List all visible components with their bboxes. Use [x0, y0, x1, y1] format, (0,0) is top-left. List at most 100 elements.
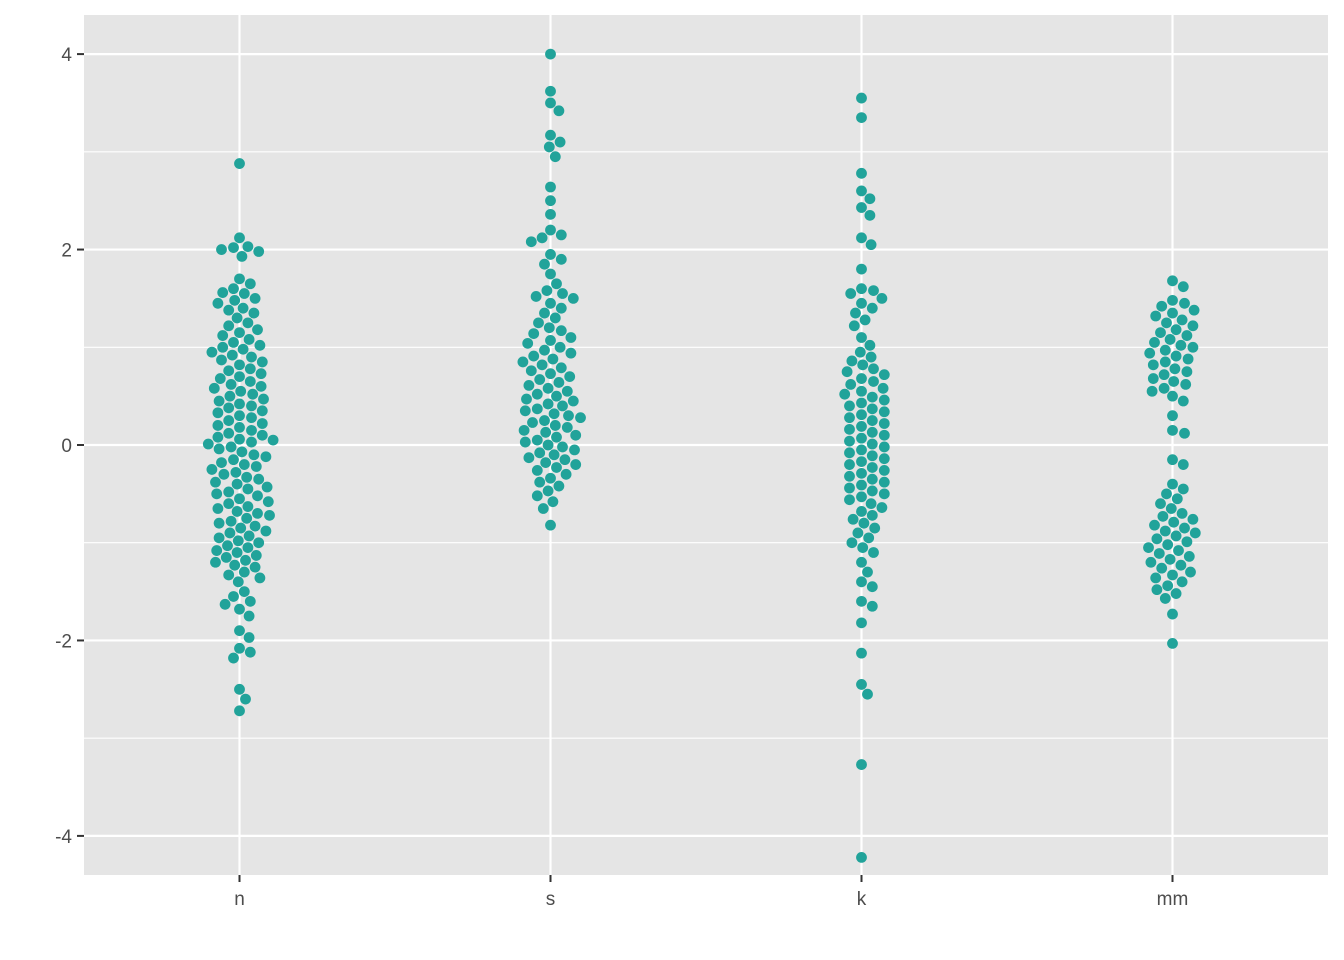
data-point-s: [561, 385, 573, 397]
data-point-k: [857, 359, 869, 371]
data-point-k: [856, 373, 867, 384]
y-tick-label: 0: [61, 436, 72, 457]
data-point-k: [863, 532, 875, 544]
data-point-mm: [1167, 294, 1178, 306]
data-point-s: [530, 291, 542, 302]
data-point-k: [878, 429, 890, 441]
data-point-s: [521, 393, 532, 405]
data-point-s: [519, 405, 531, 417]
data-point-n: [213, 517, 225, 529]
data-point-mm: [1164, 334, 1176, 345]
data-point-k: [866, 473, 878, 485]
data-point-n: [223, 569, 235, 581]
data-point-s: [525, 365, 537, 377]
data-point-s: [531, 388, 543, 400]
data-point-n: [228, 454, 239, 466]
data-point-mm: [1155, 498, 1166, 510]
data-point-s: [553, 480, 565, 492]
data-point-n: [234, 359, 245, 371]
data-point-k: [856, 576, 867, 588]
data-point-n: [248, 307, 260, 319]
x-tick-label: n: [234, 889, 245, 910]
data-point-n: [216, 457, 227, 468]
data-point-mm: [1167, 478, 1178, 490]
data-point-n: [234, 410, 245, 422]
data-point-k: [878, 394, 890, 406]
data-point-mm: [1144, 347, 1156, 359]
data-point-k: [844, 482, 855, 494]
data-point-k: [866, 581, 878, 593]
data-point-mm: [1150, 310, 1162, 322]
data-point-s: [534, 447, 546, 459]
data-point-n: [254, 339, 266, 351]
data-point-mm: [1161, 488, 1172, 500]
data-point-k: [844, 435, 855, 447]
data-point-mm: [1149, 336, 1160, 348]
data-point-n: [234, 371, 245, 382]
data-point-n: [236, 250, 248, 262]
data-point-n: [216, 354, 227, 366]
data-point-n: [217, 341, 229, 353]
data-point-k: [844, 447, 855, 459]
data-point-k: [868, 376, 879, 387]
data-point-n: [211, 545, 223, 556]
data-point-n: [223, 304, 235, 316]
data-point-mm: [1162, 580, 1174, 592]
data-point-n: [238, 586, 250, 597]
data-point-n: [242, 241, 254, 253]
data-point-k: [878, 418, 890, 429]
data-point-n: [234, 433, 245, 445]
data-point-s: [545, 519, 556, 531]
data-point-s: [517, 356, 529, 368]
data-point-mm: [1167, 390, 1178, 402]
data-point-s: [553, 105, 565, 117]
data-point-s: [531, 434, 543, 446]
data-point-mm: [1147, 373, 1159, 384]
data-point-mm: [1179, 297, 1190, 309]
data-point-k: [856, 556, 867, 568]
data-point-n: [213, 443, 225, 455]
data-point-k: [844, 423, 855, 435]
data-point-mm: [1159, 356, 1171, 368]
data-point-n: [234, 603, 245, 615]
data-point-s: [557, 400, 568, 412]
data-point-s: [533, 317, 544, 329]
data-point-s: [545, 129, 556, 141]
data-point-mm: [1168, 376, 1180, 387]
data-point-n: [212, 431, 224, 443]
data-point-s: [553, 377, 565, 388]
data-point-n: [231, 478, 243, 490]
data-point-k: [866, 509, 878, 521]
data-point-k: [845, 288, 857, 299]
data-point-n: [231, 506, 243, 517]
data-point-mm: [1176, 576, 1188, 588]
data-point-n: [237, 343, 249, 355]
data-point-k: [865, 498, 877, 510]
data-point-s: [545, 297, 556, 309]
data-point-k: [856, 506, 867, 517]
data-point-mm: [1175, 339, 1187, 351]
data-point-n: [244, 595, 256, 607]
data-point-s: [545, 181, 556, 193]
data-point-n: [244, 376, 256, 387]
data-point-k: [856, 852, 867, 863]
data-point-n: [229, 559, 241, 571]
data-point-k: [848, 320, 860, 332]
data-point-k: [854, 346, 866, 358]
data-point-mm: [1176, 508, 1188, 519]
data-point-mm: [1185, 566, 1196, 578]
data-point-n: [229, 294, 241, 306]
data-point-k: [858, 517, 870, 529]
data-point-s: [545, 208, 556, 220]
data-point-mm: [1187, 320, 1199, 332]
data-point-n: [232, 576, 244, 588]
data-point-n: [250, 550, 262, 561]
data-point-s: [565, 332, 577, 343]
data-point-n: [234, 327, 245, 339]
data-point-n: [240, 554, 251, 566]
y-tick-label: 2: [61, 241, 72, 262]
data-point-n: [234, 273, 245, 285]
data-point-n: [234, 398, 245, 410]
data-point-s: [539, 307, 550, 319]
